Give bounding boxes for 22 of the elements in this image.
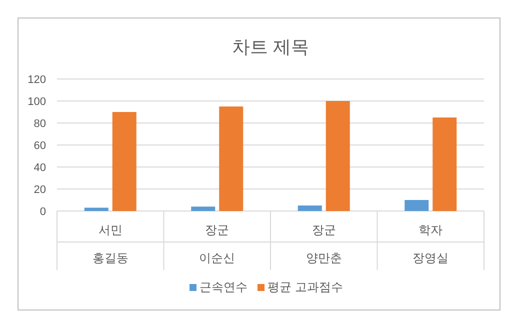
y-tick-label: 100 [28,96,46,108]
y-tick-label: 0 [40,206,46,218]
y-tick-label: 20 [34,184,46,196]
legend-label: 평균 고과점수 [268,280,343,294]
y-tick-label: 40 [34,162,46,174]
bar [84,208,108,211]
x-tick-label: 학자 장영실 [412,223,449,265]
bar [432,118,457,211]
x-tick-label: 서민 홍길동 [92,223,128,265]
bar [219,106,244,211]
x-tick-label: 장군 이순신 [199,223,236,265]
bar [326,101,350,211]
bar [404,200,429,211]
bar [191,206,216,211]
y-tick-label: 60 [34,140,46,152]
y-tick-label: 120 [28,74,46,86]
legend-label: 근속연수 [200,280,248,294]
bar [112,112,136,211]
chart-title: 차트 제목 [232,37,310,57]
x-tick-label: 장군 양만춘 [306,223,342,265]
bar [298,206,322,211]
y-tick-label: 80 [34,118,46,130]
